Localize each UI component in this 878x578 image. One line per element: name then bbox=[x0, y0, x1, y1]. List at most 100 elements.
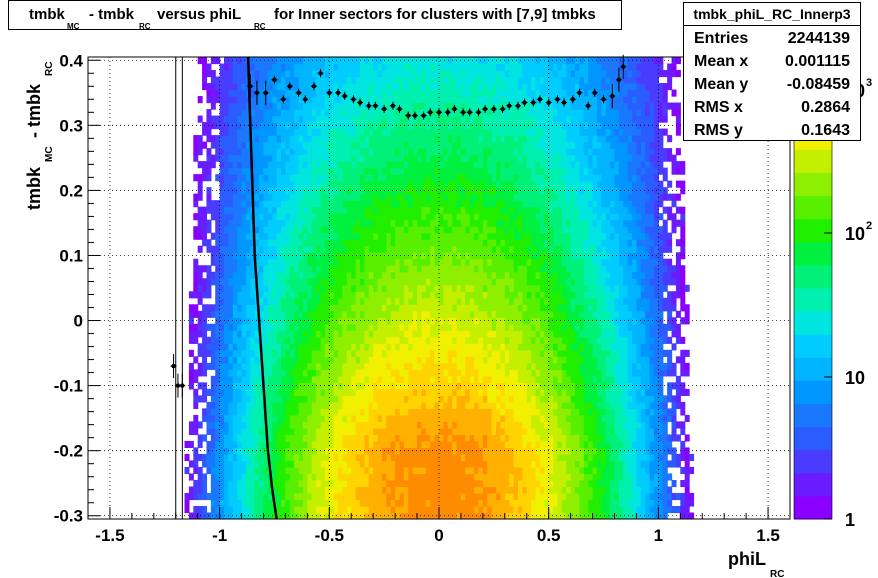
heatmap-cell bbox=[215, 232, 221, 240]
heatmap-cell bbox=[478, 135, 484, 143]
heatmap-cell bbox=[206, 492, 212, 501]
heatmap-cell bbox=[232, 427, 238, 436]
heatmap-cell bbox=[487, 310, 493, 318]
heatmap-cell bbox=[228, 148, 234, 156]
heatmap-cell bbox=[491, 505, 497, 514]
heatmap-cell bbox=[373, 323, 379, 331]
heatmap-cell bbox=[342, 154, 348, 162]
heatmap-cell bbox=[333, 473, 339, 481]
heatmap-cell bbox=[460, 499, 466, 507]
heatmap-cell bbox=[294, 414, 300, 422]
heatmap-cell bbox=[478, 284, 484, 292]
heatmap-cell bbox=[281, 375, 287, 383]
heatmap-cell bbox=[302, 291, 308, 299]
heatmap-cell bbox=[456, 382, 462, 390]
heatmap-cell bbox=[386, 505, 392, 514]
heatmap-cell bbox=[346, 193, 352, 201]
heatmap-cell bbox=[364, 174, 370, 182]
heatmap-cell bbox=[417, 414, 423, 422]
heatmap-cell bbox=[237, 421, 243, 429]
heatmap-cell bbox=[386, 226, 392, 234]
heatmap-cell bbox=[504, 427, 510, 436]
heatmap-cell bbox=[311, 109, 317, 117]
heatmap-cell bbox=[421, 180, 427, 188]
heatmap-cell bbox=[443, 499, 449, 507]
heatmap-cell bbox=[289, 421, 295, 429]
heatmap-cell bbox=[351, 323, 357, 331]
heatmap-cell bbox=[443, 356, 449, 364]
heatmap-cell bbox=[272, 219, 278, 227]
heatmap-cell bbox=[487, 219, 493, 227]
heatmap-cell bbox=[276, 219, 282, 227]
heatmap-cell bbox=[456, 206, 462, 214]
heatmap-cell bbox=[202, 291, 208, 299]
heatmap-cell bbox=[368, 122, 374, 130]
heatmap-cell bbox=[250, 486, 256, 494]
heatmap-cell bbox=[298, 375, 304, 383]
heatmap-cell bbox=[421, 245, 427, 253]
heatmap-cell bbox=[316, 473, 322, 481]
heatmap-cell bbox=[281, 63, 287, 71]
heatmap-cell bbox=[474, 63, 480, 71]
heatmap-cell bbox=[421, 349, 427, 357]
heatmap-cell bbox=[434, 349, 440, 357]
heatmap-cell bbox=[360, 193, 366, 201]
heatmap-cell bbox=[272, 271, 278, 279]
heatmap-cell bbox=[224, 408, 229, 416]
heatmap-cell bbox=[377, 96, 383, 104]
heatmap-cell bbox=[263, 174, 269, 182]
heatmap-cell bbox=[250, 414, 256, 422]
heatmap-cell bbox=[206, 349, 212, 357]
heatmap-cell bbox=[307, 109, 313, 117]
heatmap-cell bbox=[342, 206, 348, 214]
heatmap-cell bbox=[285, 70, 291, 78]
heatmap-cell bbox=[294, 505, 300, 514]
heatmap-cell bbox=[360, 330, 366, 338]
heatmap-cell bbox=[434, 258, 440, 266]
heatmap-cell bbox=[342, 492, 348, 501]
heatmap-cell bbox=[386, 258, 392, 266]
heatmap-cell bbox=[302, 310, 308, 318]
heatmap-cell bbox=[447, 63, 453, 71]
heatmap-cell bbox=[390, 265, 396, 273]
heatmap-cell bbox=[386, 323, 392, 331]
heatmap-cell bbox=[417, 427, 423, 436]
heatmap-cell bbox=[447, 375, 453, 383]
heatmap-cell bbox=[302, 323, 308, 331]
heatmap-cell bbox=[281, 473, 287, 481]
heatmap-cell bbox=[447, 336, 453, 344]
heatmap-cell bbox=[469, 486, 475, 494]
heatmap-cell bbox=[412, 154, 418, 162]
heatmap-cell bbox=[259, 440, 265, 449]
heatmap-cell bbox=[241, 213, 247, 221]
heatmap-cell bbox=[452, 440, 458, 449]
heatmap-cell bbox=[496, 154, 502, 162]
heatmap-cell bbox=[452, 161, 458, 169]
heatmap-cell bbox=[285, 505, 291, 514]
heatmap-cell bbox=[496, 388, 502, 396]
heatmap-cell bbox=[482, 271, 488, 279]
heatmap-cell bbox=[504, 434, 510, 442]
heatmap-cell bbox=[276, 349, 282, 357]
heatmap-cell bbox=[210, 96, 216, 104]
heatmap-cell bbox=[386, 76, 392, 84]
heatmap-cell bbox=[307, 57, 313, 65]
heatmap-cell bbox=[412, 245, 418, 253]
heatmap-cell bbox=[360, 362, 366, 370]
heatmap-cell bbox=[351, 135, 357, 143]
heatmap-cell bbox=[504, 200, 510, 208]
heatmap-cell bbox=[289, 304, 295, 312]
heatmap-cell bbox=[474, 239, 480, 247]
heatmap-cell bbox=[206, 310, 212, 318]
heatmap-cell bbox=[333, 323, 339, 331]
heatmap-cell bbox=[377, 375, 383, 383]
heatmap-cell bbox=[197, 265, 203, 273]
heatmap-cell bbox=[443, 167, 449, 175]
heatmap-cell bbox=[421, 271, 427, 279]
heatmap-cell bbox=[259, 109, 265, 117]
heatmap-cell bbox=[215, 401, 221, 409]
heatmap-cell bbox=[316, 375, 322, 383]
heatmap-cell bbox=[460, 479, 466, 488]
heatmap-cell bbox=[241, 258, 247, 266]
heatmap-cell bbox=[324, 122, 330, 130]
